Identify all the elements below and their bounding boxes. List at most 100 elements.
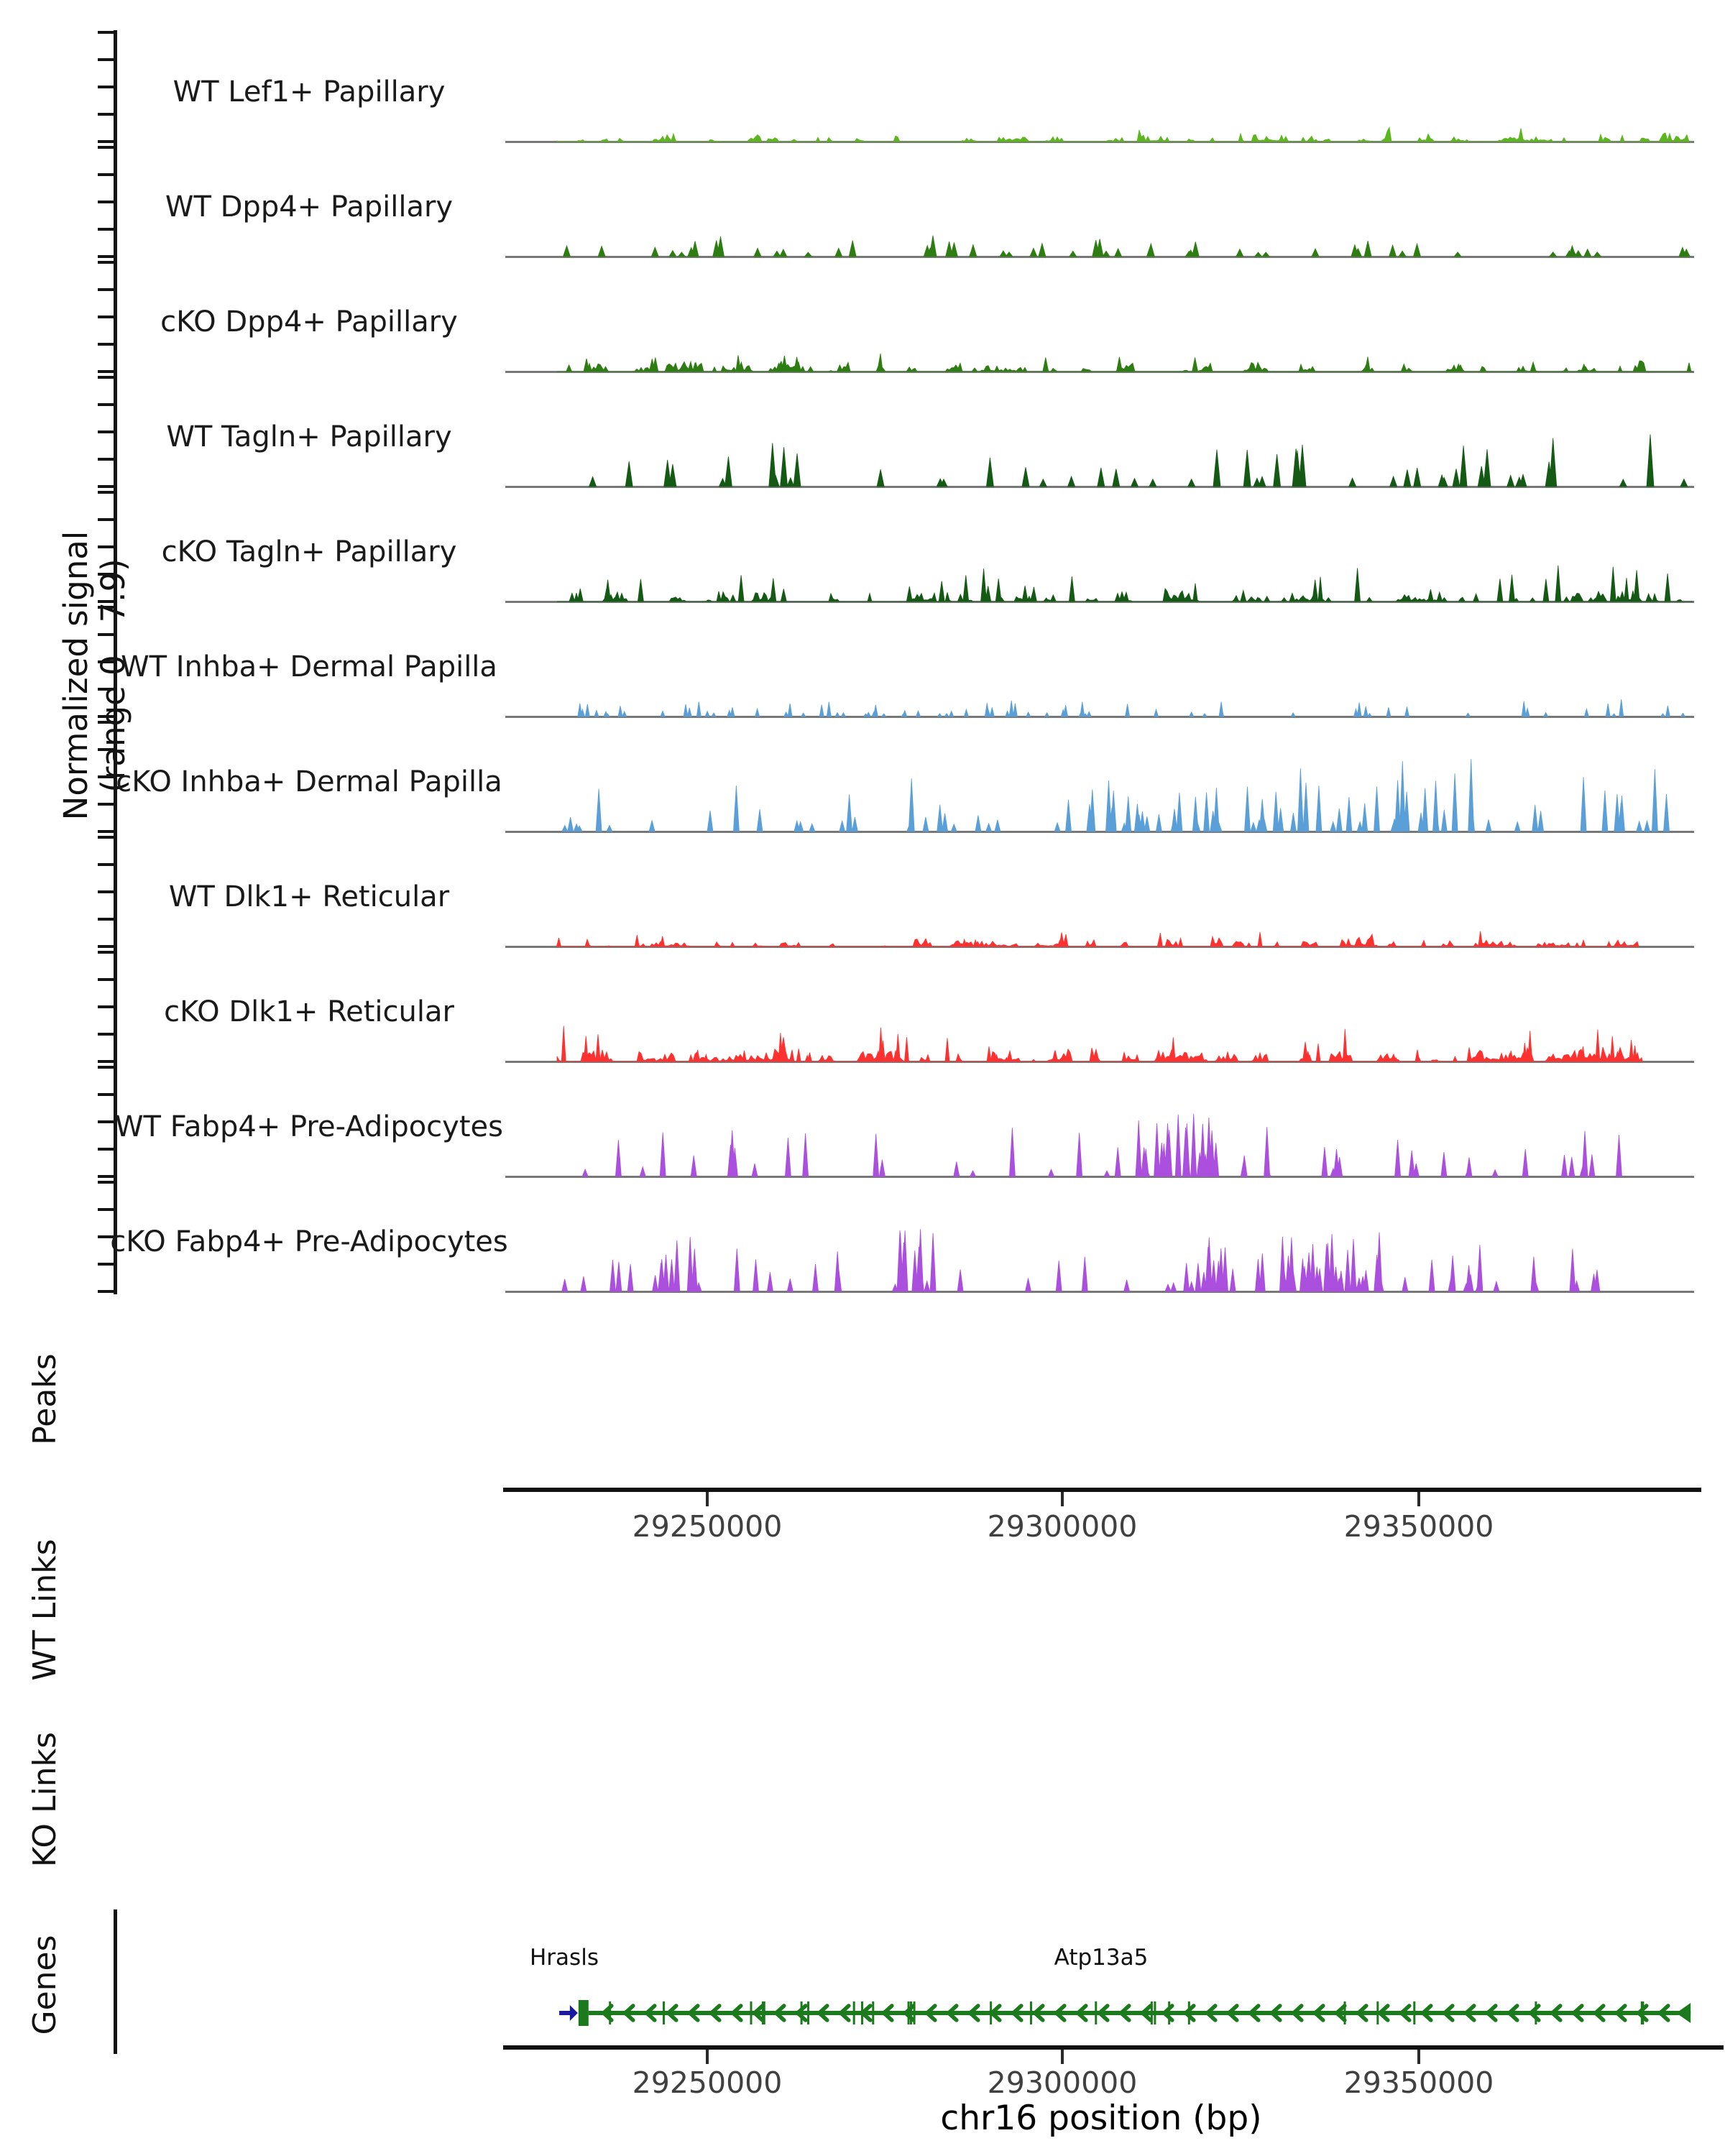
gene-direction-chevron [1182,2004,1196,2022]
y-axis-label-line1: Normalized signal [57,530,95,821]
gene-direction-chevron [730,2004,743,2022]
y-axis-tick [98,1033,114,1036]
track-baseline [505,946,1694,948]
x-axis-tick-label: 29350000 [1343,2065,1494,2100]
y-axis-tick [98,31,114,34]
track-baseline [505,371,1694,373]
section-label-genes: Genes [27,1935,63,2035]
gene-direction-chevron [1290,2004,1304,2022]
signal-path [556,932,1639,947]
y-axis-tick [98,863,114,866]
y-axis-tick [98,600,114,603]
peaks-axis-tick-label: 29300000 [987,1509,1138,1544]
peaks-axis-line [503,1488,1701,1492]
gene-exon-tick [1095,2001,1098,2024]
gene-direction-chevron [816,2004,829,2022]
y-axis-tick [98,545,114,548]
x-axis-title: chr16 position (bp) [940,2099,1262,2138]
gene-exon-tick [763,2001,765,2024]
signal-path [561,1229,1601,1292]
y-axis-tick [98,1175,114,1178]
y-axis-tick [98,255,114,258]
signal-path [561,759,1670,832]
gene-direction-chevron [686,2004,700,2022]
signal-track-svg [577,699,1686,717]
gene-direction-chevron [1570,2004,1584,2022]
gene-direction-chevron [1484,2004,1498,2022]
gene-direction-chevron [1441,2004,1455,2022]
y-axis-tick [98,890,114,893]
gene-atp13a5-first-exon [578,2000,589,2026]
gene-direction-chevron [665,2004,678,2022]
track-baseline [505,486,1694,488]
signal-path [569,565,1671,602]
gene-direction-chevron [1333,2004,1347,2022]
y-axis-tick [98,660,114,663]
gene-exon-tick [1150,2001,1153,2024]
gene-track [559,2000,1691,2026]
y-axis-tick [98,370,114,373]
peaks-axis-tick [1061,1492,1064,1506]
gene-direction-chevron [1657,2004,1670,2022]
y-axis-tick [98,830,114,833]
y-axis-tick [98,688,114,691]
y-axis-tick [98,485,114,488]
peaks-axis-tick [706,1492,709,1506]
track-baseline [505,1176,1694,1178]
y-axis-tick [98,58,114,61]
track-label: cKO Dlk1+ Reticular [164,995,454,1028]
gene-atp13a5-body [588,2011,1691,2015]
gene-direction-chevron [1031,2004,1045,2022]
gene-exon-tick [909,2001,912,2024]
signal-track-svg [581,1113,1622,1177]
signal-track-svg [556,1026,1643,1062]
signal-path [561,1026,1638,1062]
y-axis-tick [98,1120,114,1123]
y-axis-tick [98,315,114,318]
gene-direction-chevron [1376,2004,1390,2022]
y-axis-tick [98,140,114,143]
y-axis-tick [98,945,114,948]
gene-exon-tick [1168,2001,1171,2024]
gene-exon-tick [750,2001,753,2024]
signal-track-svg [589,434,1688,487]
gene-direction-chevron [880,2004,894,2022]
y-axis-tick [98,1060,114,1063]
gene-exon-tick [662,2001,665,2024]
y-axis-tick [98,573,114,576]
gene-atp13a5-end-arrowhead [1676,2003,1691,2023]
gene-direction-chevron [622,2004,635,2022]
gene-direction-chevron [1225,2004,1239,2022]
gene-hrasls-arrowhead [569,2005,578,2021]
x-axis-tick [706,2050,709,2064]
gene-exon-tick [761,2001,764,2024]
gene-direction-chevron [643,2004,657,2022]
y-axis-tick [98,288,114,291]
signal-track-svg [557,565,1693,602]
gene-exon-tick [1029,2001,1032,2024]
track-baseline [505,1061,1694,1063]
track-label: cKO Fabp4+ Pre-Adipocytes [110,1225,508,1258]
y-axis-tick [98,458,114,461]
gene-exon-tick [913,2001,916,2024]
signal-path [581,1113,1622,1177]
gene-direction-chevron [945,2004,959,2022]
y-axis-spine [114,30,117,1294]
y-axis-tick [98,721,114,724]
y-axis-tick [98,918,114,921]
gene-exon-tick [807,2001,810,2024]
y-axis-tick [98,173,114,176]
gene-direction-chevron [1506,2004,1519,2022]
signal-track-svg [561,759,1670,832]
track-label: cKO Tagln+ Papillary [161,535,457,568]
y-axis-tick [98,261,114,264]
gene-direction-chevron [1096,2004,1110,2022]
gene-direction-chevron [1312,2004,1325,2022]
gene-exon-tick [1640,2001,1643,2024]
gene-exon-tick [990,2001,993,2024]
signal-path [557,353,1693,372]
y-axis-tick [98,1290,114,1293]
gene-exon-tick [1154,2001,1156,2024]
y-axis-tick [98,1005,114,1008]
